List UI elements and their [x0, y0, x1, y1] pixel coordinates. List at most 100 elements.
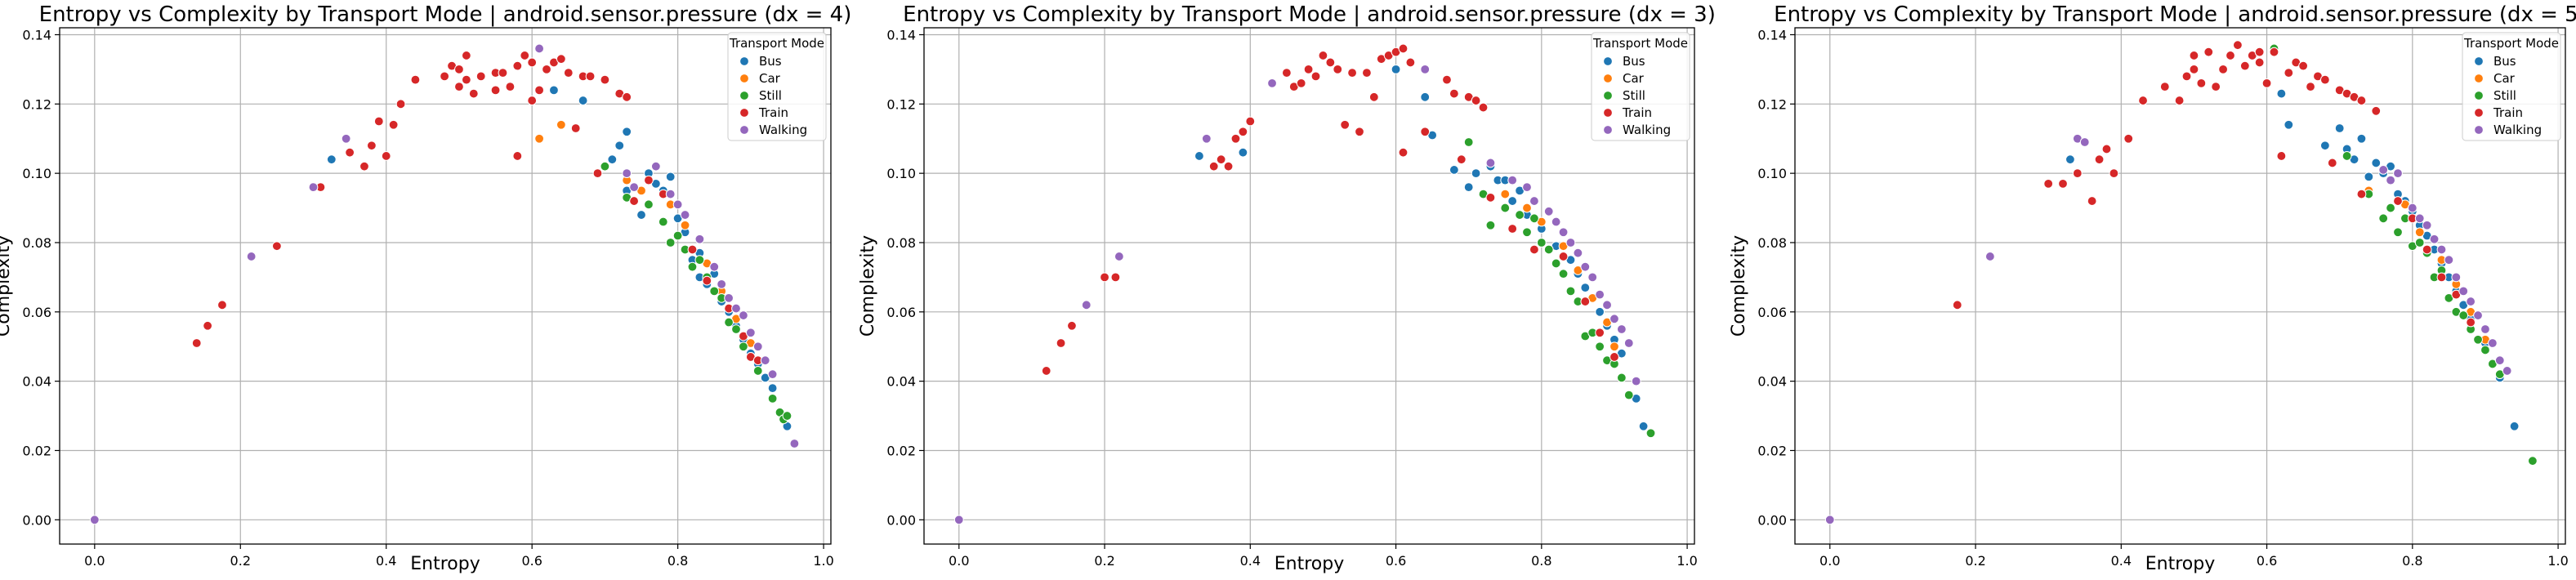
- data-point: [2284, 119, 2294, 130]
- data-point: [1638, 421, 1649, 431]
- x-tick-label: 0.4: [2111, 553, 2132, 569]
- data-point: [475, 71, 486, 82]
- data-point: [2218, 64, 2228, 74]
- data-point: [1325, 57, 1336, 68]
- data-point: [2371, 158, 2382, 168]
- data-point: [665, 238, 676, 248]
- legend-marker: [1603, 125, 1613, 135]
- data-point: [1595, 289, 1605, 300]
- data-point: [1041, 366, 1051, 376]
- data-point: [1067, 320, 1077, 331]
- data-point: [1565, 238, 1576, 248]
- data-point: [585, 71, 596, 82]
- data-point: [2058, 178, 2068, 189]
- x-tick-label: 1.0: [2547, 553, 2568, 569]
- legend: Transport Mode Bus Car Still Train Walking: [2462, 32, 2561, 141]
- legend-marker: [1603, 108, 1613, 118]
- data-point: [1522, 227, 1532, 238]
- data-point: [2319, 74, 2330, 85]
- data-point: [542, 64, 551, 74]
- data-point: [512, 151, 523, 161]
- y-tick-label: 0.00: [1757, 512, 1787, 528]
- data-point: [622, 91, 632, 102]
- y-tick-label: 0.06: [22, 305, 51, 320]
- data-point: [2378, 165, 2389, 175]
- chart-title: Entropy vs Complexity by Transport Mode …: [903, 2, 1716, 27]
- y-tick-label: 0.14: [1757, 27, 1787, 42]
- legend-entry-label: Train: [1622, 105, 1652, 120]
- data-point: [556, 119, 566, 130]
- data-point: [1616, 373, 1627, 383]
- data-point: [2502, 366, 2512, 376]
- data-point: [600, 74, 610, 85]
- data-point: [2364, 172, 2374, 182]
- plot-frame: [923, 27, 1695, 545]
- data-point: [1281, 68, 1292, 78]
- data-point: [592, 168, 603, 179]
- data-point: [2444, 255, 2454, 265]
- data-point: [1623, 338, 1634, 348]
- data-point: [1602, 300, 1612, 310]
- legend-marker: [739, 91, 749, 100]
- data-point: [271, 241, 282, 252]
- y-tick-label: 0.12: [22, 96, 51, 112]
- x-tick-label: 0.0: [1819, 553, 1840, 569]
- data-point: [454, 82, 464, 92]
- legend-box: [1591, 32, 1690, 141]
- legend: Transport Mode Bus Car Still Train Walking: [727, 32, 827, 141]
- y-tick-label: 0.10: [22, 166, 51, 181]
- data-point: [600, 161, 610, 172]
- data-point: [2422, 220, 2432, 230]
- data-point: [578, 96, 588, 105]
- data-point: [2138, 96, 2148, 105]
- data-point: [629, 182, 639, 193]
- x-tick-label: 0.4: [376, 553, 396, 569]
- data-point: [2254, 57, 2265, 68]
- data-point: [2480, 324, 2490, 334]
- data-point: [1420, 91, 1431, 102]
- y-tick-label: 0.04: [22, 374, 51, 390]
- data-point: [1580, 261, 1591, 272]
- chart-title: Entropy vs Complexity by Transport Mode …: [1774, 2, 2576, 27]
- data-point: [1245, 116, 1256, 127]
- data-point: [1114, 252, 1124, 261]
- data-point: [2458, 286, 2469, 297]
- data-point: [1631, 376, 1641, 386]
- data-point: [520, 51, 530, 60]
- data-point: [461, 51, 471, 60]
- legend-marker: [2474, 108, 2484, 118]
- x-tick-label: 0.8: [667, 553, 688, 569]
- data-point: [767, 393, 778, 404]
- series-bus: [1194, 64, 1649, 431]
- legend-marker: [739, 108, 749, 118]
- data-point: [2043, 178, 2054, 189]
- legend-marker: [2474, 91, 2484, 100]
- data-point: [1296, 78, 1306, 88]
- data-point: [1056, 338, 1066, 348]
- data-point: [2284, 68, 2294, 78]
- data-point: [1368, 91, 1379, 102]
- data-point: [672, 199, 683, 210]
- data-point: [2065, 154, 2075, 165]
- data-point: [1824, 515, 1835, 525]
- data-point: [1471, 96, 1481, 105]
- data-point: [1398, 147, 1409, 158]
- data-point: [1230, 133, 1241, 144]
- data-point: [2356, 133, 2367, 144]
- x-tick-label: 0.2: [230, 553, 251, 569]
- data-point: [2181, 71, 2192, 82]
- x-axis-label: Entropy: [2145, 554, 2215, 574]
- data-point: [672, 230, 683, 241]
- y-tick-label: 0.08: [1757, 235, 1787, 251]
- data-point: [2414, 227, 2425, 238]
- y-tick-label: 0.02: [886, 443, 916, 458]
- data-point: [782, 411, 792, 421]
- data-point: [2473, 334, 2483, 345]
- data-point: [1529, 213, 1539, 224]
- data-point: [366, 141, 377, 151]
- data-point: [1609, 341, 1619, 352]
- data-point: [2087, 196, 2097, 206]
- x-tick-label: 0.6: [2257, 553, 2277, 569]
- data-point: [2466, 317, 2476, 328]
